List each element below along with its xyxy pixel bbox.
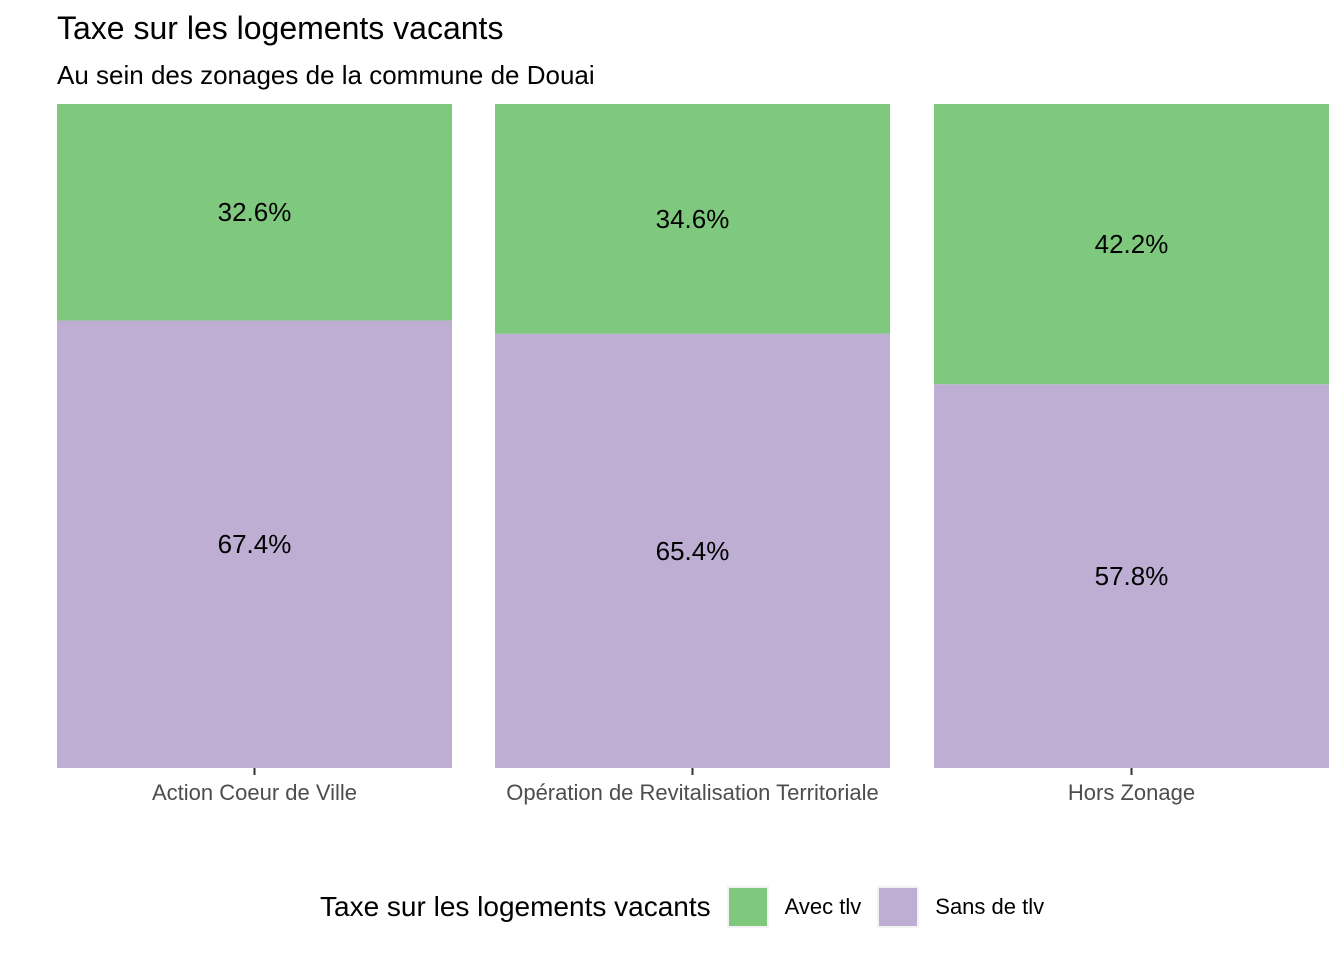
bar-sans-de-tlv-action-coeur-de-ville (57, 320, 452, 768)
legend-label-sans-tlv: Sans de tlv (935, 894, 1045, 919)
legend-key-avec-tlv (726, 886, 769, 928)
bar-sans-de-tlv-operation-de-revitalisation-territoriale (495, 333, 890, 768)
legend-title: Taxe sur les logements vacants (320, 891, 711, 922)
chart-subtitle: Au sein des zonages de la commune de Dou… (57, 60, 595, 90)
x-tick-label-operation-de-revitalisation-territoriale: Opération de Revitalisation Territoriale (506, 780, 879, 805)
x-tick-label-action-coeur-de-ville: Action Coeur de Ville (152, 780, 357, 805)
legend-key-sans-tlv (877, 886, 920, 928)
bar-sans-de-tlv-hors-zonage (934, 384, 1329, 768)
x-tick-label-hors-zonage: Hors Zonage (1068, 780, 1195, 805)
bar-avec-tlv-operation-de-revitalisation-territoriale (495, 104, 890, 334)
chart-title: Taxe sur les logements vacants (57, 10, 504, 46)
bar-avec-tlv-hors-zonage (934, 104, 1329, 385)
data-label-sans-de-tlv-operation-de-revitalisation-territoriale: 65.4% (656, 536, 730, 566)
legend: Taxe sur les logements vacants Avec tlv … (320, 884, 1060, 930)
data-label-avec-tlv-hors-zonage: 42.2% (1095, 229, 1169, 259)
bar-avec-tlv-action-coeur-de-ville (57, 104, 452, 321)
legend-label-avec-tlv: Avec tlv (784, 894, 862, 919)
data-label-sans-de-tlv-hors-zonage: 57.8% (1095, 561, 1169, 591)
data-label-avec-tlv-action-coeur-de-ville: 32.6% (218, 197, 292, 227)
data-label-avec-tlv-operation-de-revitalisation-territoriale: 34.6% (656, 204, 730, 234)
data-label-sans-de-tlv-action-coeur-de-ville: 67.4% (218, 529, 292, 559)
